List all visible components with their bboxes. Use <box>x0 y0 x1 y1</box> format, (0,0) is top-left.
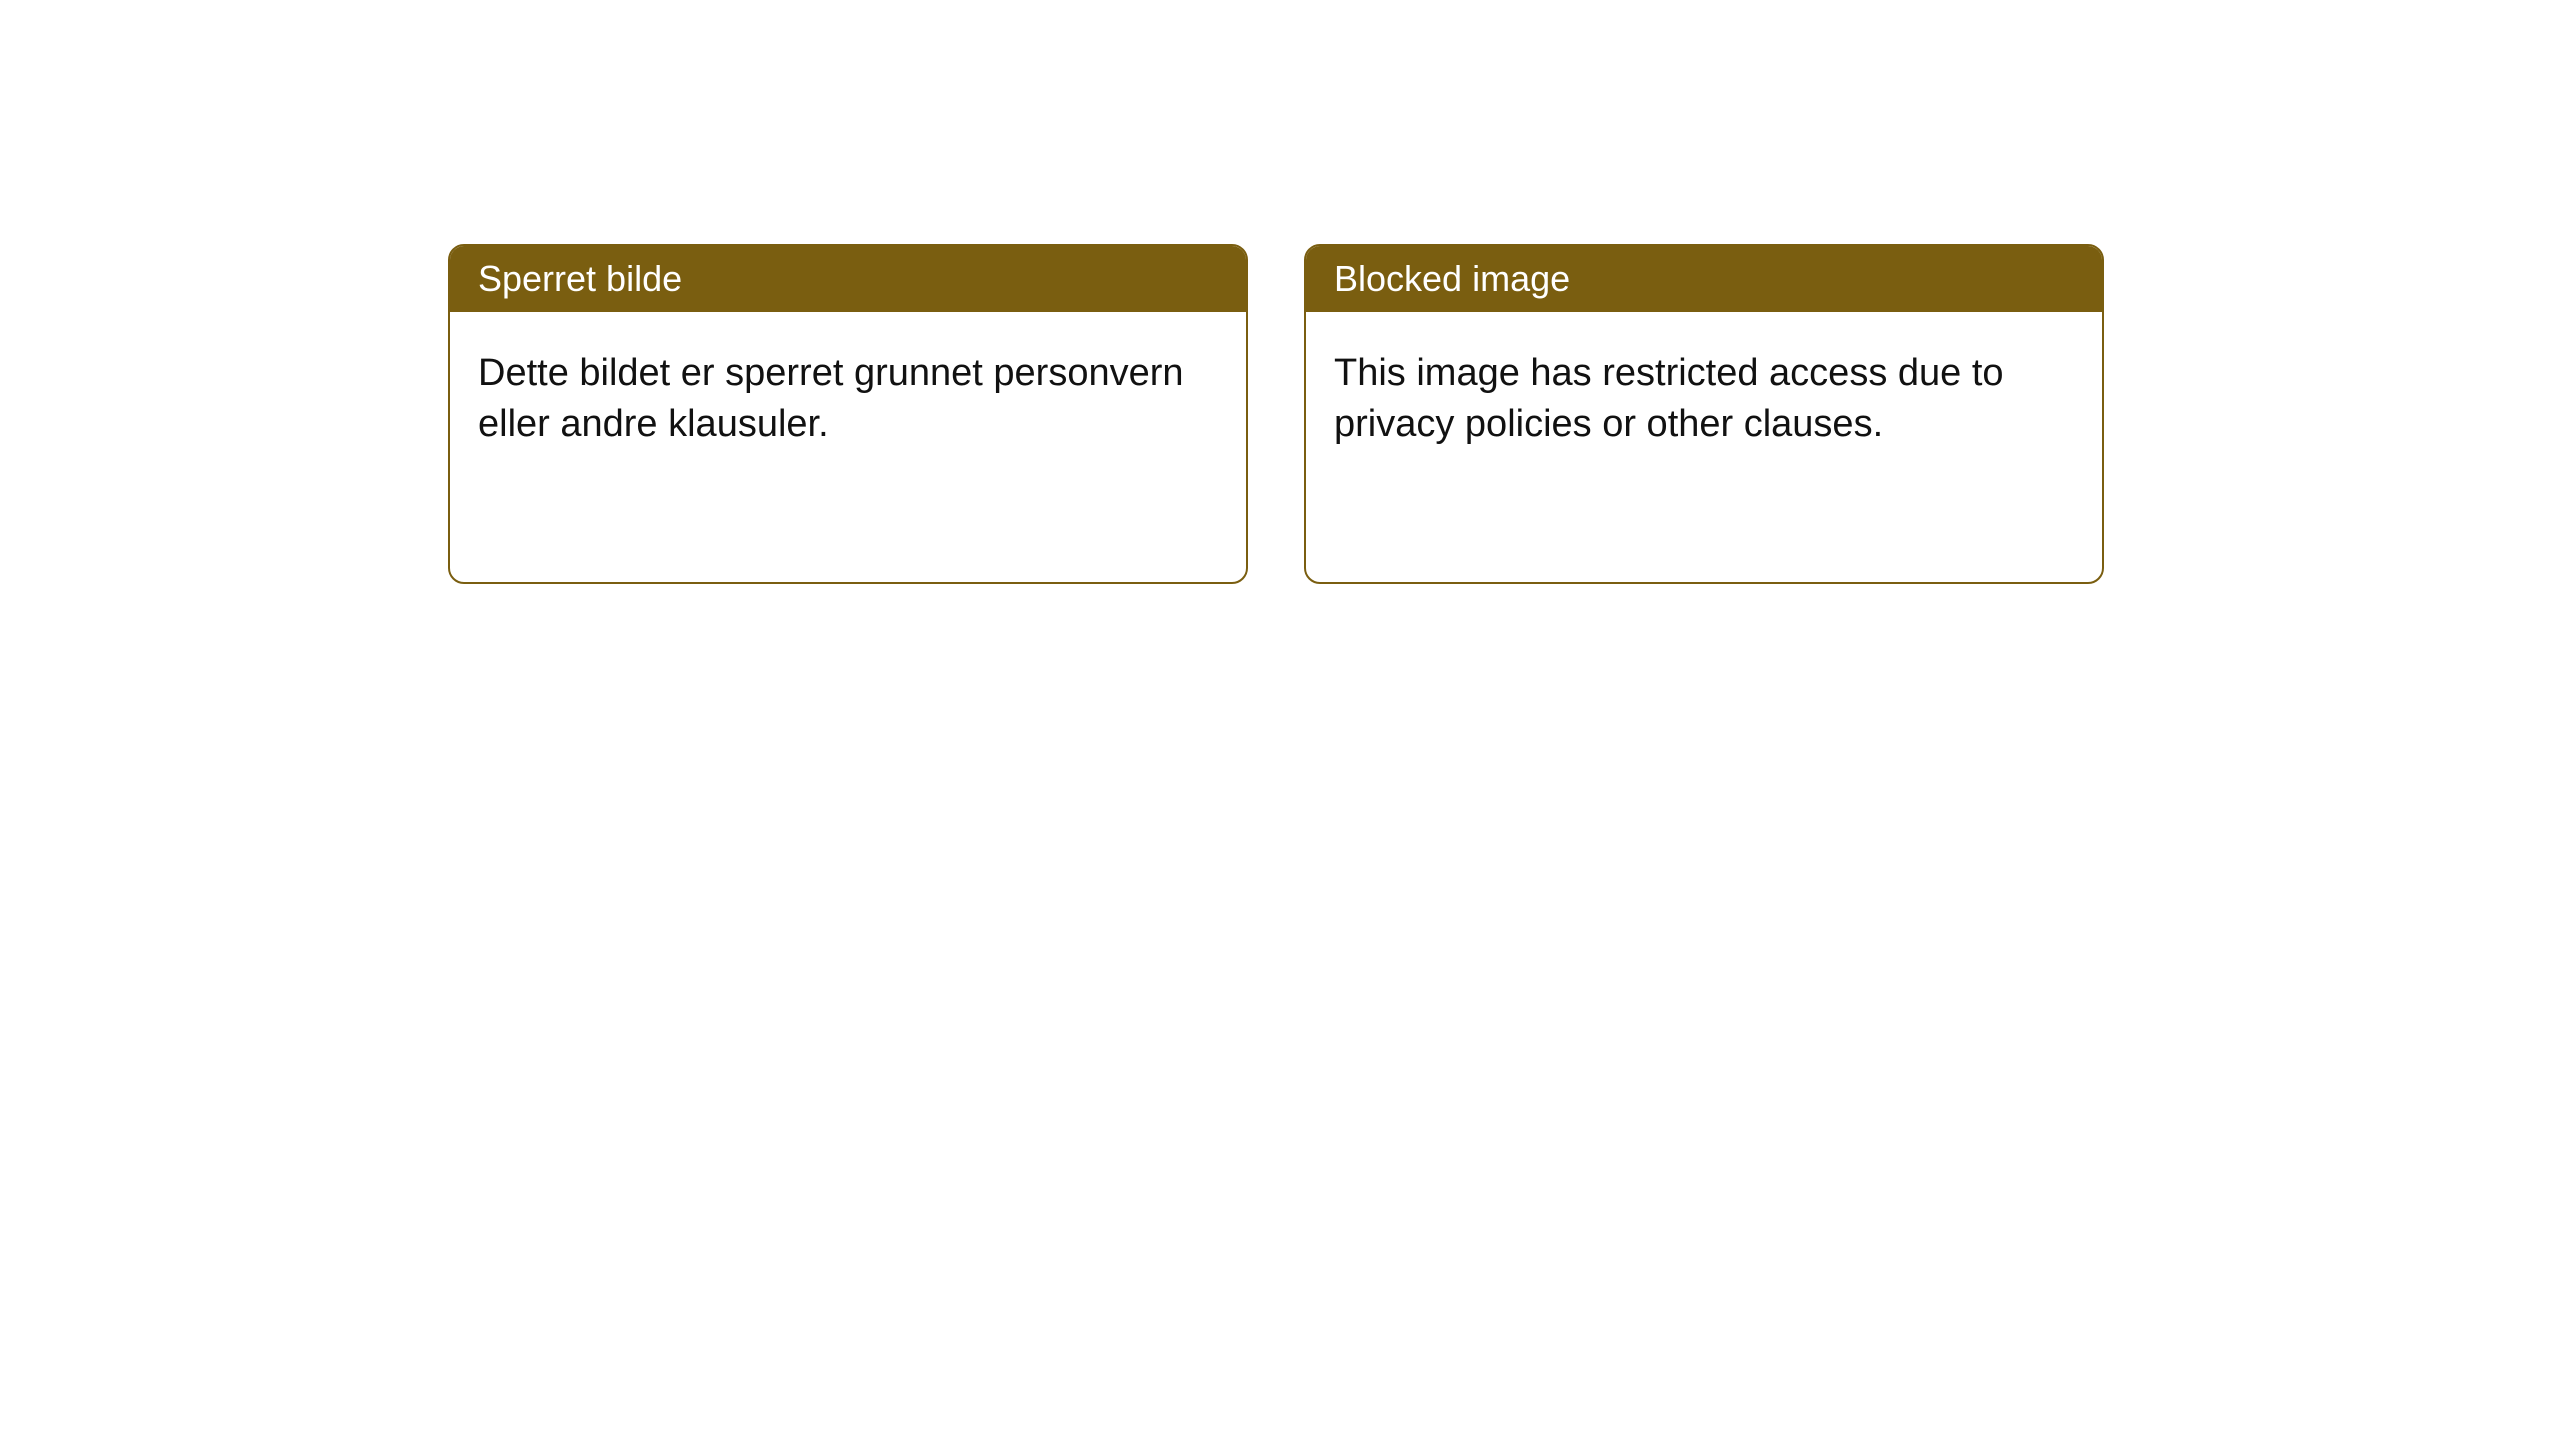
notice-body: This image has restricted access due to … <box>1306 312 2102 582</box>
notice-body: Dette bildet er sperret grunnet personve… <box>450 312 1246 582</box>
notice-title: Sperret bilde <box>450 246 1246 312</box>
notice-container: Sperret bilde Dette bildet er sperret gr… <box>0 0 2560 584</box>
notice-title: Blocked image <box>1306 246 2102 312</box>
notice-card-norwegian: Sperret bilde Dette bildet er sperret gr… <box>448 244 1248 584</box>
notice-card-english: Blocked image This image has restricted … <box>1304 244 2104 584</box>
